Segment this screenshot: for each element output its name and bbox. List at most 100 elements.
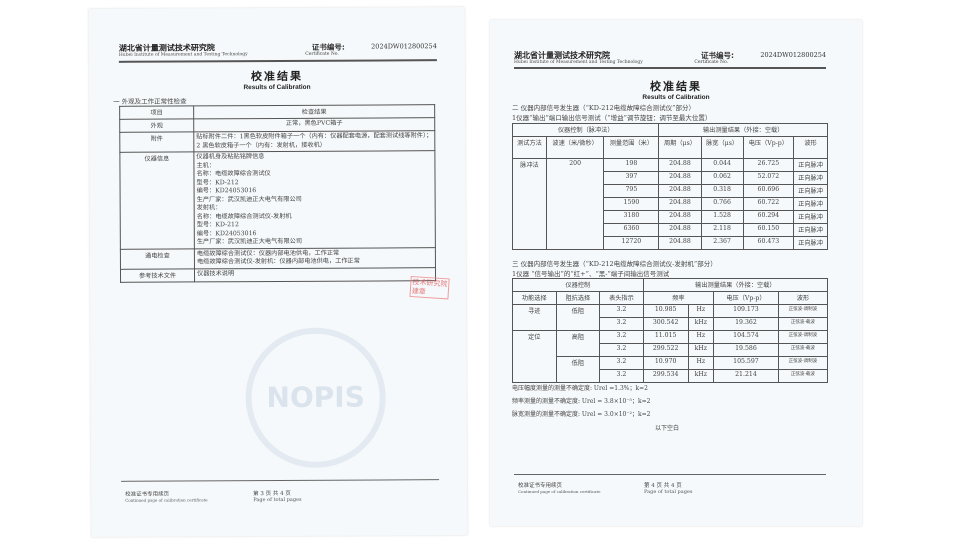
impedance-select: 低阻: [555, 304, 601, 331]
table-cell: 3.2: [599, 369, 644, 383]
table-cell: 正向脉冲: [793, 236, 828, 250]
function-select: 寻迹: [512, 304, 557, 331]
page-footer: 校准证书专用续页 Continued page of calibration c…: [121, 479, 440, 503]
table-cell: 60.722: [742, 197, 795, 211]
table-cell: 19.586: [713, 343, 779, 357]
group-header: 仪器控制（脉冲法）: [511, 123, 660, 137]
uncertainty-frequency: 频率测量的测量不确定度: Urel = 3.8×10⁻⁵；k=2: [512, 398, 651, 405]
cert-label: 证书编号:: [701, 51, 734, 60]
table-cell: 3.2: [599, 330, 644, 344]
page-number: 第 4 页 共 4 页: [644, 483, 682, 489]
col-header: 测量范围（米）: [603, 136, 660, 159]
table-cell: 11.015: [642, 330, 689, 344]
impedance-select: 高阻: [555, 330, 601, 357]
row-value: 贴标附件二件：1黑色软皮附件箱子一个（内有：仪器配套电源，配套测试线等附件）； 2…: [193, 130, 435, 152]
table-cell: 109.173: [713, 304, 779, 318]
value-line: 仪器技术说明: [196, 269, 235, 277]
col-header: 频率: [642, 291, 715, 305]
table-row: 12720 204.88 2.367 60.473 正向脉冲: [513, 236, 828, 250]
row-label: 参考技术文件: [120, 268, 195, 282]
table-row: 参考技术文件 仪器技术说明: [120, 267, 436, 282]
table-row: 通电检查 电缆故障综合测试仪：仪器内部电池供电，工作正常 电缆故障综合测试仪-发射机…: [120, 247, 436, 269]
page-number-en: Page of total pages: [644, 489, 693, 495]
table-cell: 204.88: [658, 197, 702, 211]
row-value: 正常，黑色PVC箱子: [193, 117, 435, 132]
table-cell: 正向脉冲: [793, 184, 828, 198]
table-cell: 正弦波-载波: [777, 369, 829, 383]
table-cell: 60.696: [742, 184, 795, 198]
value-line: 电缆故障综合测试仪-发射机：仪器内部电池供电，工作正常: [196, 257, 360, 266]
table-cell: 397: [603, 171, 660, 185]
cert-number: 2024DW012800254: [371, 42, 437, 51]
table-cell: 204.88: [658, 223, 702, 237]
table-cell: 正弦波-调制波: [777, 330, 829, 344]
table-cell: 正向脉冲: [793, 223, 828, 237]
function-select: 定位: [512, 330, 557, 383]
institute-name-en: Hubei Institute of Measurement and Testi…: [118, 52, 248, 58]
watermark-logo: NOPIS: [245, 327, 387, 469]
table-cell: 204.88: [658, 210, 702, 224]
certificate-page-4: 湖北省计量测试技术研究院 Hubei Institute of Measurem…: [490, 20, 862, 526]
table-cell: Hz: [687, 304, 715, 318]
section-subheading: 1仪器 “信号输出”的“红+”、“黑-”端子间输出信号测试: [512, 270, 670, 278]
cert-label-en: Certificate No.: [305, 51, 339, 57]
table-cell: 300.542: [642, 317, 689, 331]
table-cell: 1.528: [700, 210, 744, 224]
table-cell: 3.2: [599, 343, 644, 357]
col-header: 波形: [777, 291, 829, 305]
col-header: 周期（μs）: [658, 136, 702, 159]
table-cell: 60.294: [742, 210, 795, 224]
table-cell: 正向脉冲: [793, 158, 828, 172]
table-cell: 正向脉冲: [793, 197, 828, 211]
row-value: 仪器技术说明: [194, 267, 436, 282]
table-cell: 0.062: [700, 171, 744, 185]
table-cell: 795: [603, 184, 660, 198]
table-cell: 正弦波-载波: [777, 317, 829, 331]
table-cell: 正弦波-载波: [777, 343, 829, 357]
red-seal-stamp: 技术研究院 建章: [409, 275, 450, 300]
col-header: 测试方法: [512, 136, 547, 159]
impedance-select: 低阻: [555, 356, 601, 383]
table-row: 寻迹 低阻 3.2 10.985 Hz 109.173 正弦波-调制波: [512, 304, 829, 331]
col-header: 电压（Vp-p）: [742, 136, 795, 159]
pulse-output-table: 仪器控制（脉冲法） 输出测量结果（外接：空载） 测试方法 波速（米/微秒） 测量范围（…: [511, 123, 828, 250]
table-cell: kHz: [687, 343, 715, 357]
table-cell: 3180: [603, 210, 660, 224]
table-row: 附件 贴标附件二件：1黑色软皮附件箱子一个（内有：仪器配套电源，配套测试线等附件）…: [119, 130, 435, 153]
table-cell: 21.214: [713, 369, 779, 383]
table-cell: 1590: [603, 197, 660, 211]
col-header: 波速（米/微秒）: [545, 136, 605, 159]
table-row: 3.2 300.542 kHz 19.362 正弦波-载波: [513, 317, 829, 331]
table-row: 低阻 3.2 10.970 Hz 105.597 正弦波-调制波: [513, 356, 829, 383]
col-header: 波形: [793, 136, 828, 159]
table-row: 3180 204.88 1.528 60.294 正向脉冲: [513, 210, 828, 224]
page-title: 校准结果: [250, 69, 304, 84]
table-row: 397 204.88 0.062 52.072 正向脉冲: [513, 171, 828, 185]
table-cell: 52.072: [742, 171, 795, 185]
table-cell: 204.88: [658, 158, 702, 172]
footer-label-en: Continued page of calibration certificat…: [125, 497, 208, 503]
table-row: 脉冲法 200 198 204.88 0.044 26.725 正向脉冲: [512, 158, 828, 250]
table-row: 定位 高阻 3.2 11.015 Hz 104.574 正弦波-调制波: [512, 330, 829, 383]
table-cell: 19.362: [713, 317, 779, 331]
col-header: 阻抗选择: [555, 291, 601, 305]
table-cell: 198: [603, 158, 660, 172]
table-cell: 2.367: [700, 236, 744, 250]
table-cell: 60.150: [742, 223, 795, 237]
table-cell: 3.2: [599, 317, 644, 331]
page-number-en: Page of total pages: [253, 496, 302, 504]
col-header: 脉宽（μs）: [700, 136, 744, 159]
row-value: 电缆故障综合测试仪：仪器内部电池供电，工作正常 电缆故障综合测试仪-发射机：仪器内…: [194, 247, 436, 269]
table-row: 795 204.88 0.318 60.696 正向脉冲: [513, 184, 828, 198]
table-cell: 60.473: [742, 236, 795, 250]
group-header: 仪器控制: [512, 278, 644, 292]
table-cell: 3.2: [599, 356, 644, 370]
col-header: 功能选择: [512, 291, 557, 305]
table-cell: 正向脉冲: [793, 210, 828, 224]
row-label: 附件: [119, 131, 194, 153]
table-cell: 12720: [603, 236, 660, 250]
section-heading: 二 仪器内部信号发生器（“KD-212电缆故障综合测试仪”部分）: [512, 104, 696, 112]
institute-name-en: Hubei Institute of Measurement and Testi…: [514, 60, 643, 65]
section-heading: 三 仪器内部信号发生器（“KD-212电缆故障综合测试仪-发射机”部分）: [512, 260, 717, 268]
table-cell: 204.88: [658, 171, 702, 185]
